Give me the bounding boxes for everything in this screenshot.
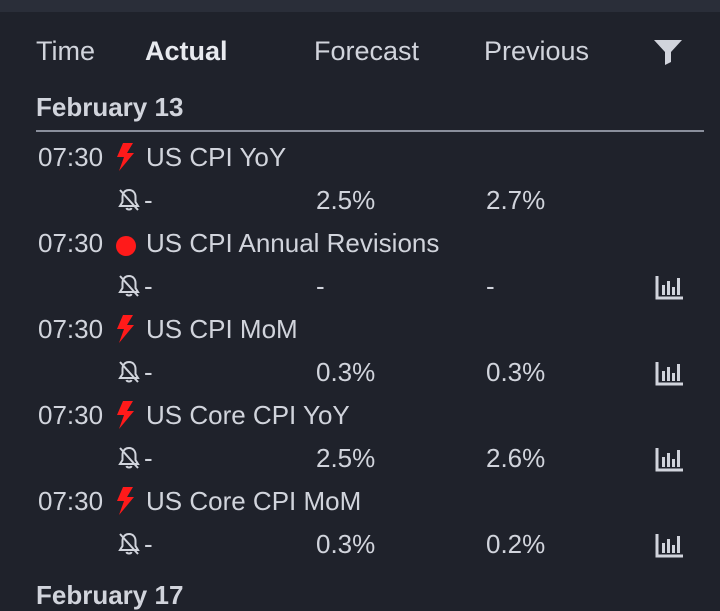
event-previous: 2.6% bbox=[486, 443, 546, 473]
event-previous: 0.3% bbox=[486, 357, 546, 387]
event-row[interactable]: 07:30 US CPI Annual Revisions - - - bbox=[0, 228, 720, 314]
event-actual: - bbox=[144, 185, 153, 215]
column-header-time[interactable]: Time bbox=[36, 36, 95, 66]
bell-off-icon[interactable] bbox=[116, 445, 142, 471]
date-header: February 13 bbox=[36, 92, 184, 122]
event-name[interactable]: US CPI YoY bbox=[146, 142, 287, 172]
event-actual: - bbox=[144, 529, 153, 559]
event-forecast: 2.5% bbox=[316, 443, 376, 473]
event-time: 07:30 bbox=[38, 314, 104, 344]
event-time: 07:30 bbox=[38, 486, 104, 516]
event-time: 07:30 bbox=[38, 400, 104, 430]
event-forecast: 0.3% bbox=[316, 357, 376, 387]
event-forecast: 2.5% bbox=[316, 185, 376, 215]
event-actual: - bbox=[144, 271, 153, 301]
event-previous: 0.2% bbox=[486, 529, 546, 559]
bell-off-icon[interactable] bbox=[116, 531, 142, 557]
event-name[interactable]: US CPI MoM bbox=[146, 314, 298, 344]
top-bar bbox=[0, 0, 720, 12]
bell-off-icon[interactable] bbox=[116, 273, 142, 299]
bell-off-icon[interactable] bbox=[116, 187, 142, 213]
column-header-previous[interactable]: Previous bbox=[484, 36, 590, 66]
lightning-icon bbox=[117, 143, 134, 171]
event-row[interactable]: 07:30 US CPI YoY - 2.5% 2.7% bbox=[0, 142, 720, 228]
event-name[interactable]: US Core CPI MoM bbox=[146, 486, 362, 516]
event-forecast: - bbox=[316, 271, 325, 301]
lightning-icon bbox=[117, 315, 134, 343]
filter-icon[interactable] bbox=[652, 38, 684, 66]
lightning-icon bbox=[117, 401, 134, 429]
event-name[interactable]: US Core CPI YoY bbox=[146, 400, 350, 430]
event-previous: - bbox=[486, 271, 495, 301]
event-row[interactable]: 07:30 US CPI MoM - 0.3% 0.3% bbox=[0, 314, 720, 400]
event-row[interactable]: 07:30 US Core CPI YoY - 2.5% 2.6% bbox=[0, 400, 720, 486]
column-header-actual[interactable]: Actual bbox=[145, 36, 228, 66]
lightning-icon bbox=[117, 487, 134, 515]
event-actual: - bbox=[144, 357, 153, 387]
event-row[interactable]: 07:30 US Core CPI MoM - 0.3% 0.2% bbox=[0, 486, 720, 572]
bar-chart-icon[interactable] bbox=[655, 360, 685, 386]
column-header-forecast[interactable]: Forecast bbox=[314, 36, 420, 66]
date-divider bbox=[36, 130, 704, 132]
event-previous: 2.7% bbox=[486, 185, 546, 215]
event-forecast: 0.3% bbox=[316, 529, 376, 559]
economic-calendar-panel: Time Actual Forecast Previous February 1… bbox=[0, 12, 720, 610]
bar-chart-icon[interactable] bbox=[655, 532, 685, 558]
bar-chart-icon[interactable] bbox=[655, 446, 685, 472]
holiday-dot-icon bbox=[116, 236, 136, 256]
event-name[interactable]: US CPI Annual Revisions bbox=[146, 228, 440, 258]
event-time: 07:30 bbox=[38, 228, 104, 258]
bar-chart-icon[interactable] bbox=[655, 274, 685, 300]
event-actual: - bbox=[144, 443, 153, 473]
bell-off-icon[interactable] bbox=[116, 359, 142, 385]
event-time: 07:30 bbox=[38, 142, 104, 172]
